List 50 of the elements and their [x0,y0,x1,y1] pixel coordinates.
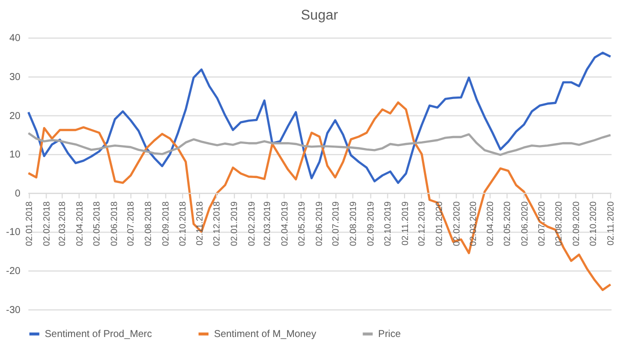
x-tick-label: 02.02.2018 [41,201,52,246]
x-tick-label: 02.03.2019 [262,201,272,246]
y-tick-label: 20 [9,110,21,122]
x-tick-label: 02.06.2020 [519,201,530,246]
line-series [27,101,612,292]
line-series [27,52,612,184]
y-tick-label: 0 [14,188,21,200]
x-tick-label: 02.10.2020 [588,201,598,246]
x-tick-label: 02.01.2018 [24,201,34,246]
x-tick-label: 02.02.2020 [451,201,462,246]
x-tick-label: 02.04.2020 [485,201,496,246]
x-tick-label: 02.08.2018 [143,201,154,246]
y-tick-label: 10 [9,150,21,161]
legend-label: Sentiment of Prod_Merc [44,328,152,340]
x-tick-label: 02.01.2019 [228,201,239,246]
x-tick-label: 02.02.2019 [246,201,256,246]
chart-title: Sugar [300,6,338,23]
x-tick-label: 02.06.2019 [314,201,324,246]
x-tick-label: 02.07.2018 [126,201,136,246]
x-tick-label: 02.07.2019 [330,201,341,246]
x-tick-label: 02.11.2019 [400,201,410,246]
y-tick-label: 40 [9,33,21,44]
x-tick-label: 02.12.2019 [416,201,427,246]
x-tick-label: 02.12.2018 [212,201,222,246]
y-tick-label: -30 [6,304,21,316]
x-tick-label: 02.04.2018 [74,201,84,246]
line-series [27,132,612,156]
x-tick-label: 02.03.2018 [57,201,68,246]
y-tick-label: -20 [6,266,21,278]
x-tick-label: 02.07.2020 [536,201,546,246]
x-tick-label: 02.11.2018 [194,201,205,246]
x-tick-label: 02.04.2019 [280,201,290,246]
x-tick-label: 02.09.2019 [366,201,376,246]
x-tick-label: 02.05.2020 [502,201,512,246]
x-tick-label: 02.11.2020 [605,201,616,246]
x-tick-label: 02.09.2018 [160,201,170,246]
x-tick-label: 02.05.2018 [91,201,102,246]
x-tick-label: 02.06.2018 [108,201,119,246]
y-tick-label: -10 [6,227,21,238]
legend-label: Price [378,328,402,340]
x-tick-label: 02.01.2020 [434,201,444,246]
x-tick-label: 02.05.2019 [296,201,306,246]
x-tick-label: 02.08.2020 [554,201,564,246]
x-tick-label: 02.09.2020 [571,201,582,246]
x-tick-label: 02.08.2019 [348,201,358,246]
y-tick-label: 30 [9,72,21,83]
x-tick-label: 02.10.2019 [382,201,392,246]
x-tick-label: 02.03.2020 [468,201,478,246]
x-tick-label: 02.10.2018 [177,201,188,246]
legend-label: Sentiment of M_Money [214,328,316,340]
